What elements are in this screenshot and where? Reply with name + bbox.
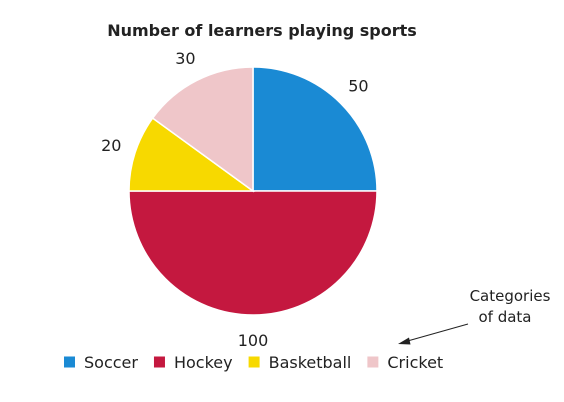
legend-label-basketball: Basketball — [269, 353, 352, 372]
slice-label-basketball: 20 — [101, 136, 121, 155]
slice-label-soccer: 50 — [348, 77, 368, 96]
annotation-arrow-shaft — [403, 323, 469, 343]
categories-annotation: Categories of data — [398, 287, 551, 345]
annotation-arrowhead — [398, 337, 411, 345]
legend-label-hockey: Hockey — [174, 353, 233, 372]
pie-slice-hockey — [128, 190, 378, 316]
legend: Soccer Hockey Basketball Cricket — [64, 353, 443, 372]
slice-labels: 50 100 20 30 — [101, 49, 368, 350]
slice-label-hockey: 100 — [238, 331, 269, 350]
annotation-line-1: Categories — [470, 287, 551, 305]
pie-slice-soccer — [252, 66, 378, 192]
legend-swatch-hockey — [153, 356, 165, 368]
annotation-line-2: of data — [478, 308, 531, 326]
legend-label-cricket: Cricket — [387, 353, 443, 372]
legend-swatch-basketball — [248, 356, 260, 368]
pie-slice-cricket — [151, 66, 254, 193]
pie-slices — [128, 66, 378, 316]
slice-label-cricket: 30 — [175, 49, 195, 68]
legend-label-soccer: Soccer — [84, 353, 138, 372]
pie-slice-basketball — [128, 117, 256, 192]
legend-swatch-cricket — [367, 356, 379, 368]
chart-title: Number of learners playing sports — [107, 21, 417, 40]
legend-swatch-soccer — [64, 356, 75, 368]
